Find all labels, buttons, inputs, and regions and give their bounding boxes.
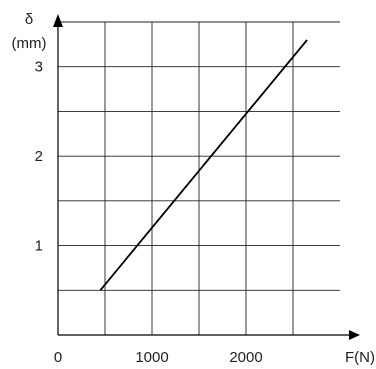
grid bbox=[58, 21, 340, 335]
series-line-0 bbox=[99, 39, 308, 291]
x-axis-label: F(N) bbox=[345, 349, 375, 366]
y-axis-label-unit: (mm) bbox=[12, 35, 47, 52]
y-tick-label-0: 1 bbox=[35, 238, 43, 255]
series-group bbox=[99, 39, 308, 291]
x-tick-label-0: 1000 bbox=[135, 349, 168, 366]
x-origin-label: 0 bbox=[54, 349, 62, 366]
y-axis-arrow-icon bbox=[53, 14, 63, 27]
y-axis-label-symbol: δ bbox=[25, 11, 33, 28]
axes bbox=[53, 14, 360, 340]
y-tick-label-2: 3 bbox=[35, 59, 43, 76]
y-tick-label-1: 2 bbox=[35, 148, 43, 165]
x-axis-arrow-icon bbox=[349, 330, 360, 340]
tick-labels: 0 1000 2000 1 2 3 bbox=[35, 59, 263, 366]
x-tick-label-1: 2000 bbox=[229, 349, 262, 366]
